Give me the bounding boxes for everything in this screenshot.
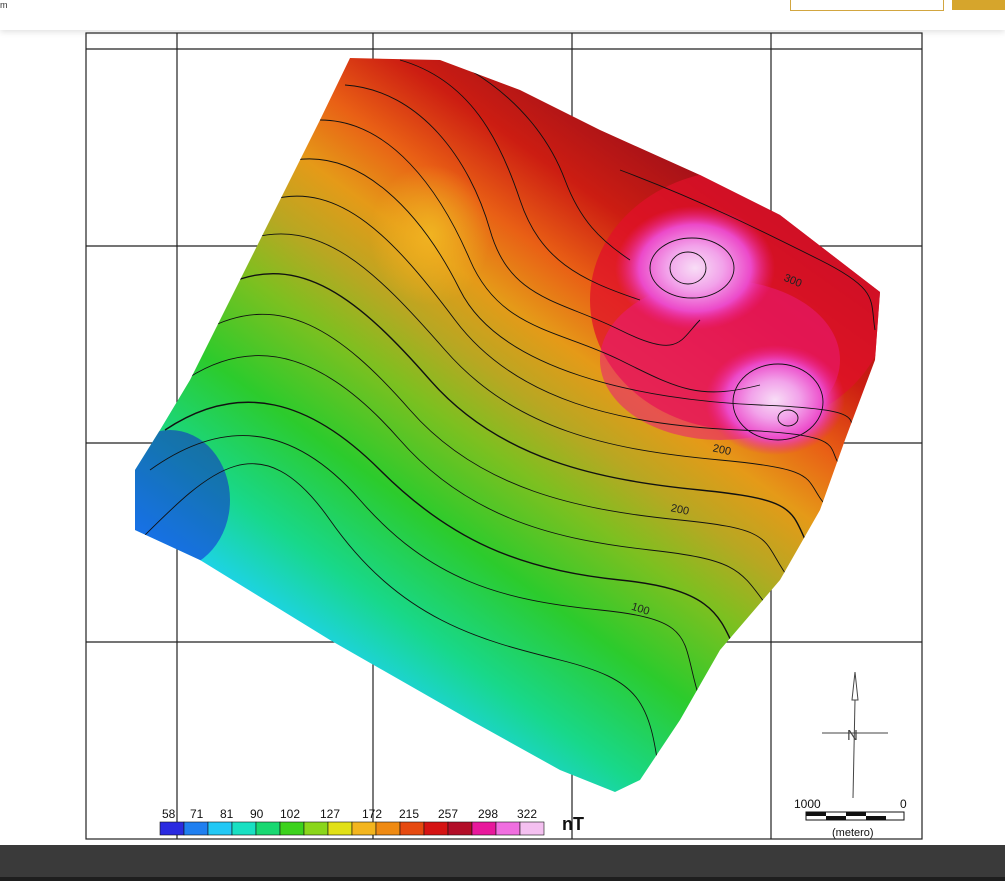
scale-unit: (metero) [832,827,874,839]
legend-swatch [255,821,281,836]
legend-swatch [231,821,257,836]
legend-tick-label: 58 [162,807,176,821]
legend-swatch [471,821,497,836]
legend-swatch [495,821,521,836]
legend-swatch [375,821,401,836]
magnetic-anomaly-map: 300 200 200 100 N 1000 0 (metero) 58 71 81… [0,30,1005,845]
legend-tick-label: 322 [517,807,537,821]
legend-ticks: 58 71 81 90 102 127 172 215 257 298 322 [162,807,537,821]
legend-swatches [159,821,545,836]
contour-lines [139,59,876,781]
legend-swatch [303,821,329,836]
legend-tick-label: 81 [220,807,234,821]
contour-label-group: 300 200 200 100 [630,272,804,618]
header-text-fragment: m [0,0,8,10]
legend-unit: nT [562,814,584,834]
legend-swatch [327,821,353,836]
legend-swatch [519,821,545,836]
search-input[interactable] [790,0,944,11]
legend-swatch [399,821,425,836]
color-legend: 58 71 81 90 102 127 172 215 257 298 322 nT [159,807,584,836]
scale-left-label: 1000 [794,797,821,811]
legend-swatch [183,821,209,836]
legend-swatch [207,821,233,836]
legend-tick-label: 172 [362,807,382,821]
legend-tick-label: 215 [399,807,419,821]
north-arrow: N [822,671,888,799]
top-nav-bar: m [0,0,1005,30]
legend-swatch [351,821,377,836]
scale-bar: 1000 0 (metero) [794,797,907,839]
legend-tick-label: 298 [478,807,498,821]
north-letter: N [847,727,858,744]
legend-swatch [423,821,449,836]
caption-bar [0,845,1005,881]
legend-tick-label: 90 [250,807,264,821]
legend-tick-label: 257 [438,807,458,821]
legend-tick-label: 127 [320,807,340,821]
legend-tick-label: 71 [190,807,204,821]
anomaly-color-field [135,58,880,792]
caption-strip [0,877,1005,881]
contour-label: 200 [712,442,732,458]
map-grid [85,32,923,840]
contour-label: 200 [670,502,690,518]
scale-right-label: 0 [900,797,907,811]
legend-tick-label: 102 [280,807,300,821]
legend-swatch [447,821,473,836]
legend-swatch [159,821,185,836]
header-action-button[interactable] [952,0,1005,10]
contour-label: 100 [630,601,651,618]
legend-swatch [279,821,305,836]
